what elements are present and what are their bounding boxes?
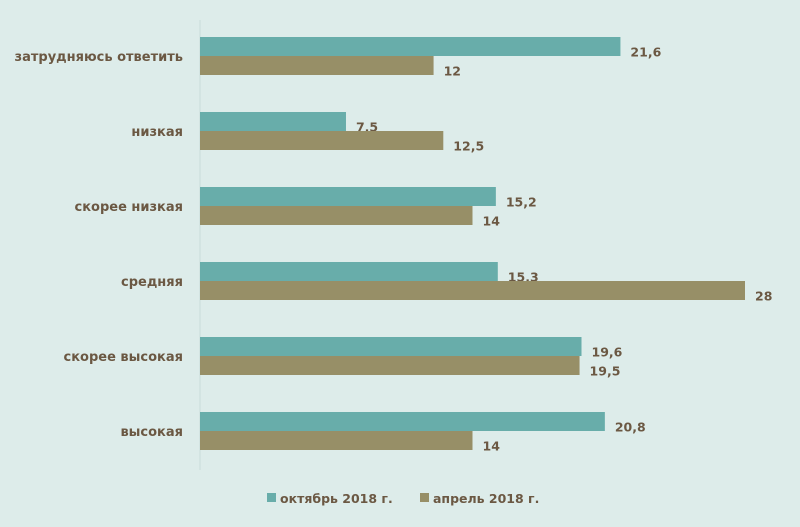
bar-october bbox=[200, 412, 605, 431]
data-label: 19,6 bbox=[592, 345, 623, 360]
data-label: 19,5 bbox=[590, 364, 621, 379]
category-label: скорее высокая bbox=[64, 350, 184, 365]
category-label: затрудняюсь ответить bbox=[15, 50, 183, 65]
data-label: 14 bbox=[483, 214, 501, 229]
data-label: 12 bbox=[444, 64, 461, 79]
data-label: 7,5 bbox=[356, 120, 378, 135]
legend-swatch bbox=[267, 493, 276, 502]
data-label: 21,6 bbox=[630, 45, 661, 60]
bar-april bbox=[200, 131, 444, 150]
data-label: 28 bbox=[755, 289, 772, 304]
category-label: низкая bbox=[131, 125, 183, 140]
bar-april bbox=[200, 431, 473, 450]
bar-april bbox=[200, 206, 473, 225]
category-label: высокая bbox=[120, 425, 183, 440]
legend-label: октябрь 2018 г. bbox=[280, 491, 393, 506]
data-label: 15,3 bbox=[508, 270, 539, 285]
bar-october bbox=[200, 187, 496, 206]
category-label: средняя bbox=[121, 275, 183, 290]
bar-april bbox=[200, 56, 434, 75]
legend-swatch bbox=[420, 493, 429, 502]
bar-october bbox=[200, 337, 582, 356]
bar-april bbox=[200, 281, 745, 300]
bar-october bbox=[200, 112, 346, 131]
bar-october bbox=[200, 37, 621, 56]
category-label: скорее низкая bbox=[74, 200, 183, 215]
data-label: 20,8 bbox=[615, 420, 646, 435]
legend-label: апрель 2018 г. bbox=[433, 491, 539, 506]
bar-april bbox=[200, 356, 580, 375]
data-label: 14 bbox=[483, 439, 501, 454]
bar-october bbox=[200, 262, 498, 281]
data-label: 12,5 bbox=[453, 139, 484, 154]
data-label: 15,2 bbox=[506, 195, 537, 210]
